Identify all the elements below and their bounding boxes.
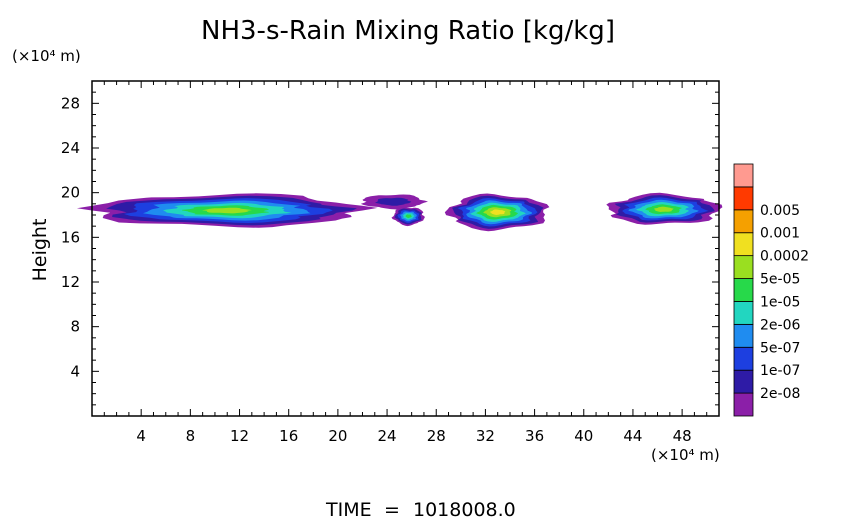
x-tick-label: 28 — [427, 427, 446, 445]
y-axis: 4 8 12 16 20 24 28 — [61, 91, 719, 406]
x-axis: 4 8 12 16 20 24 28 32 36 40 44 48 — [103, 81, 708, 445]
legend-label: 0.005 — [760, 203, 800, 219]
cloud-contour — [375, 197, 412, 206]
cloud-contour — [654, 206, 674, 212]
x-tick-label: 12 — [230, 427, 249, 445]
y-axis-label: Height — [29, 219, 51, 282]
x-tick-label: 48 — [673, 427, 692, 445]
y-tick-label: 20 — [61, 184, 80, 202]
x-tick-label: 16 — [279, 427, 298, 445]
legend-label: 5e-07 — [760, 340, 800, 356]
y-tick-label: 16 — [61, 228, 80, 246]
cloud-layer — [76, 193, 378, 228]
legend-swatch — [733, 232, 754, 257]
color-legend: 2e-08 1e-07 5e-07 2e-06 1e-05 5e-05 0.0002 0.00… — [733, 163, 809, 417]
cloud-layer — [391, 207, 425, 227]
time-label: TIME — [325, 499, 372, 519]
legend-label: 0.001 — [760, 226, 800, 242]
legend-swatch — [733, 186, 754, 211]
legend-swatch — [733, 209, 754, 234]
x-tick-label: 36 — [525, 427, 544, 445]
time-equals: = — [384, 499, 400, 519]
y-tick-label: 4 — [70, 362, 80, 380]
x-tick-label: 4 — [136, 427, 146, 445]
legend-label: 0.0002 — [760, 249, 809, 265]
legend-swatch — [733, 255, 754, 279]
x-tick-label: 44 — [623, 427, 642, 445]
cloud-contour — [490, 209, 506, 215]
legend-swatch — [733, 301, 754, 325]
legend-swatch — [733, 278, 754, 302]
legend-swatch — [733, 392, 754, 417]
footer-time: TIME = 1018008.0 — [325, 499, 516, 519]
x-axis-unit: (×10⁴ m) — [651, 446, 720, 464]
time-value: 1018008.0 — [413, 499, 516, 519]
cloud-contour — [405, 214, 412, 219]
legend-label: 2e-06 — [760, 317, 800, 333]
y-tick-label: 12 — [61, 273, 80, 291]
cloud-layer — [444, 193, 550, 232]
cloud-layer — [360, 194, 428, 210]
x-tick-label: 32 — [476, 427, 495, 445]
y-tick-label: 24 — [61, 139, 80, 157]
y-tick-label: 8 — [70, 318, 80, 336]
legend-swatch — [733, 323, 754, 348]
x-tick-label: 40 — [574, 427, 593, 445]
y-axis-unit: (×10⁴ m) — [12, 47, 81, 65]
legend-swatch — [733, 369, 754, 394]
legend-label: 1e-05 — [760, 294, 800, 310]
x-tick-label: 8 — [186, 427, 196, 445]
legend-swatch — [733, 346, 754, 371]
legend-label: 1e-07 — [760, 363, 800, 379]
cloud-layer — [606, 192, 723, 225]
legend-label: 2e-08 — [760, 386, 800, 402]
y-tick-label: 28 — [61, 94, 80, 112]
x-tick-label: 24 — [378, 427, 397, 445]
cloud-field — [76, 192, 723, 232]
legend-label: 5e-05 — [760, 272, 800, 288]
cloud-contour — [202, 207, 252, 214]
chart-title: NH3-s-Rain Mixing Ratio [kg/kg] — [201, 16, 615, 46]
legend-swatch — [733, 163, 754, 188]
plot-frame — [91, 80, 720, 417]
x-tick-label: 20 — [328, 427, 347, 445]
